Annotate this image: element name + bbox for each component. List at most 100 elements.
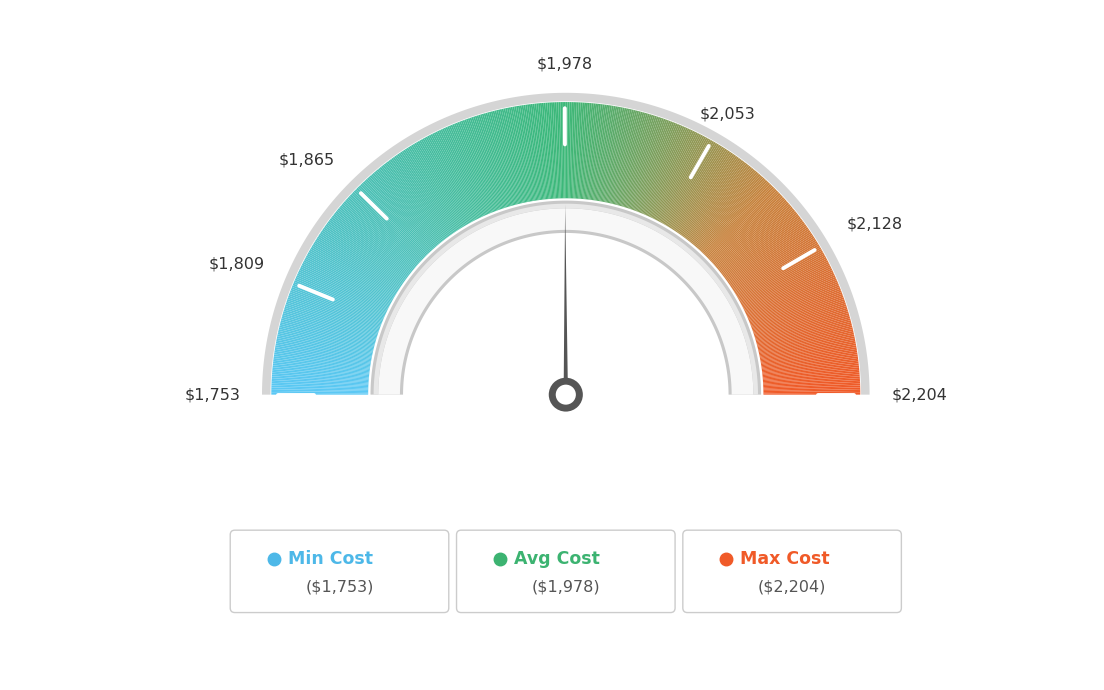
Polygon shape [330,218,408,277]
Polygon shape [408,146,461,229]
Polygon shape [574,102,581,199]
Polygon shape [763,371,859,380]
Polygon shape [554,102,560,199]
Polygon shape [296,275,385,315]
Polygon shape [750,288,841,325]
Text: ($1,978): ($1,978) [531,580,601,595]
Polygon shape [521,105,538,201]
Polygon shape [320,232,402,286]
Polygon shape [379,208,753,395]
Polygon shape [289,294,380,328]
FancyBboxPatch shape [683,530,901,613]
Polygon shape [273,365,369,376]
Polygon shape [757,322,851,347]
Polygon shape [612,110,636,204]
Polygon shape [673,150,729,231]
Polygon shape [370,175,435,248]
Polygon shape [757,326,852,349]
Polygon shape [763,382,860,387]
Polygon shape [553,102,559,199]
Polygon shape [709,193,781,260]
Polygon shape [363,181,431,253]
Polygon shape [669,145,721,228]
Polygon shape [728,227,808,284]
Polygon shape [697,175,762,248]
Polygon shape [725,221,804,279]
Polygon shape [679,155,736,235]
Polygon shape [745,272,834,313]
Polygon shape [353,190,424,259]
Polygon shape [339,207,414,270]
Polygon shape [575,102,583,199]
Polygon shape [569,102,572,198]
Polygon shape [752,297,845,331]
Polygon shape [753,302,846,334]
Polygon shape [405,148,459,230]
Polygon shape [627,117,659,208]
Polygon shape [757,324,852,348]
Polygon shape [432,133,477,219]
Polygon shape [758,333,854,354]
Polygon shape [475,116,506,208]
Polygon shape [763,389,860,392]
Polygon shape [628,117,660,208]
Polygon shape [301,265,389,309]
Polygon shape [322,228,403,284]
Polygon shape [718,208,794,270]
Polygon shape [484,113,512,206]
Text: $1,753: $1,753 [184,387,241,402]
Polygon shape [762,353,858,368]
Polygon shape [762,364,859,375]
Polygon shape [298,272,386,313]
Polygon shape [712,197,784,263]
Polygon shape [753,299,845,332]
Polygon shape [648,128,690,217]
FancyBboxPatch shape [457,530,675,613]
Text: Avg Cost: Avg Cost [513,550,599,568]
Polygon shape [317,236,400,289]
Polygon shape [312,244,396,295]
Polygon shape [749,284,839,322]
Polygon shape [757,320,851,346]
Polygon shape [512,106,531,201]
Polygon shape [729,228,809,284]
Polygon shape [696,174,761,248]
Polygon shape [680,156,737,235]
Polygon shape [450,125,489,214]
Polygon shape [542,103,551,199]
Polygon shape [702,183,771,253]
Polygon shape [457,122,495,212]
Text: Min Cost: Min Cost [287,550,372,568]
Polygon shape [305,257,392,304]
Polygon shape [503,108,526,203]
Polygon shape [567,102,570,198]
Text: $1,865: $1,865 [278,152,335,167]
Polygon shape [358,186,427,256]
Polygon shape [760,338,856,358]
Polygon shape [721,213,797,273]
Polygon shape [763,380,860,386]
Polygon shape [277,333,373,354]
Polygon shape [726,224,806,282]
Polygon shape [276,339,372,359]
Polygon shape [654,132,698,219]
Polygon shape [329,219,407,278]
Polygon shape [593,105,608,200]
Polygon shape [754,306,847,336]
Polygon shape [761,342,856,360]
Polygon shape [545,103,553,199]
Polygon shape [753,301,846,333]
Polygon shape [340,206,415,268]
Polygon shape [699,179,766,250]
Polygon shape [272,373,369,381]
Polygon shape [762,358,858,371]
Polygon shape [633,119,667,210]
Polygon shape [756,318,850,344]
Polygon shape [275,347,371,364]
Polygon shape [708,190,778,259]
Polygon shape [360,184,428,254]
Polygon shape [289,292,381,327]
Polygon shape [721,214,798,275]
Polygon shape [658,136,704,221]
Polygon shape [382,165,444,241]
